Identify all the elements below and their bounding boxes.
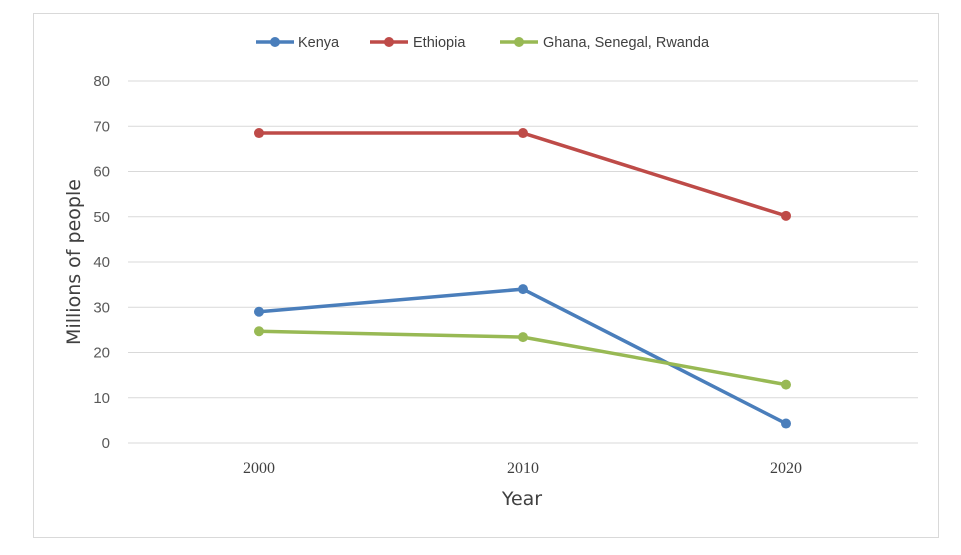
legend-item: Kenya bbox=[256, 35, 340, 51]
series-lines bbox=[254, 128, 791, 429]
legend-marker bbox=[384, 37, 394, 47]
y-tick-label: 20 bbox=[93, 345, 110, 362]
x-tick-label: 2020 bbox=[770, 460, 802, 477]
y-tick-label: 30 bbox=[93, 299, 110, 316]
legend-marker bbox=[514, 37, 524, 47]
series-2 bbox=[254, 326, 791, 390]
y-tick-label: 40 bbox=[93, 254, 110, 271]
data-point bbox=[518, 284, 528, 295]
legend-label: Ghana, Senegal, Rwanda bbox=[543, 35, 710, 51]
x-axis-title: Year bbox=[501, 488, 542, 510]
series-1 bbox=[254, 128, 791, 221]
legend-marker bbox=[270, 37, 280, 47]
data-point bbox=[781, 418, 791, 429]
data-point bbox=[254, 326, 264, 337]
data-point bbox=[254, 306, 264, 317]
data-point bbox=[518, 128, 528, 139]
data-point bbox=[781, 210, 791, 221]
y-tick-label: 80 bbox=[93, 73, 110, 90]
y-axis-title: Millions of people bbox=[63, 179, 85, 345]
y-tick-label: 0 bbox=[102, 435, 110, 452]
legend-label: Ethiopia bbox=[413, 35, 466, 51]
series-0 bbox=[254, 284, 791, 429]
legend-item: Ethiopia bbox=[370, 35, 466, 51]
x-tick-label: 2010 bbox=[507, 460, 539, 477]
y-tick-label: 50 bbox=[93, 209, 110, 226]
series-line bbox=[257, 287, 788, 426]
data-point bbox=[781, 379, 791, 390]
data-point bbox=[254, 128, 264, 139]
x-axis-ticks: 2000 2010 2020 bbox=[243, 460, 802, 477]
legend-item: Ghana, Senegal, Rwanda bbox=[500, 35, 710, 51]
data-point bbox=[518, 332, 528, 343]
series-line bbox=[257, 131, 788, 218]
x-tick-label: 2000 bbox=[243, 460, 275, 477]
chart-frame bbox=[33, 13, 939, 538]
y-tick-label: 70 bbox=[93, 118, 110, 135]
y-axis-ticks: 0 10 20 30 40 50 60 70 80 bbox=[93, 73, 110, 452]
legend-label: Kenya bbox=[298, 35, 340, 51]
y-tick-label: 10 bbox=[93, 390, 110, 407]
legend: Kenya Ethiopia Ghana, Senegal, Rwanda bbox=[256, 35, 710, 51]
y-tick-label: 60 bbox=[93, 164, 110, 181]
